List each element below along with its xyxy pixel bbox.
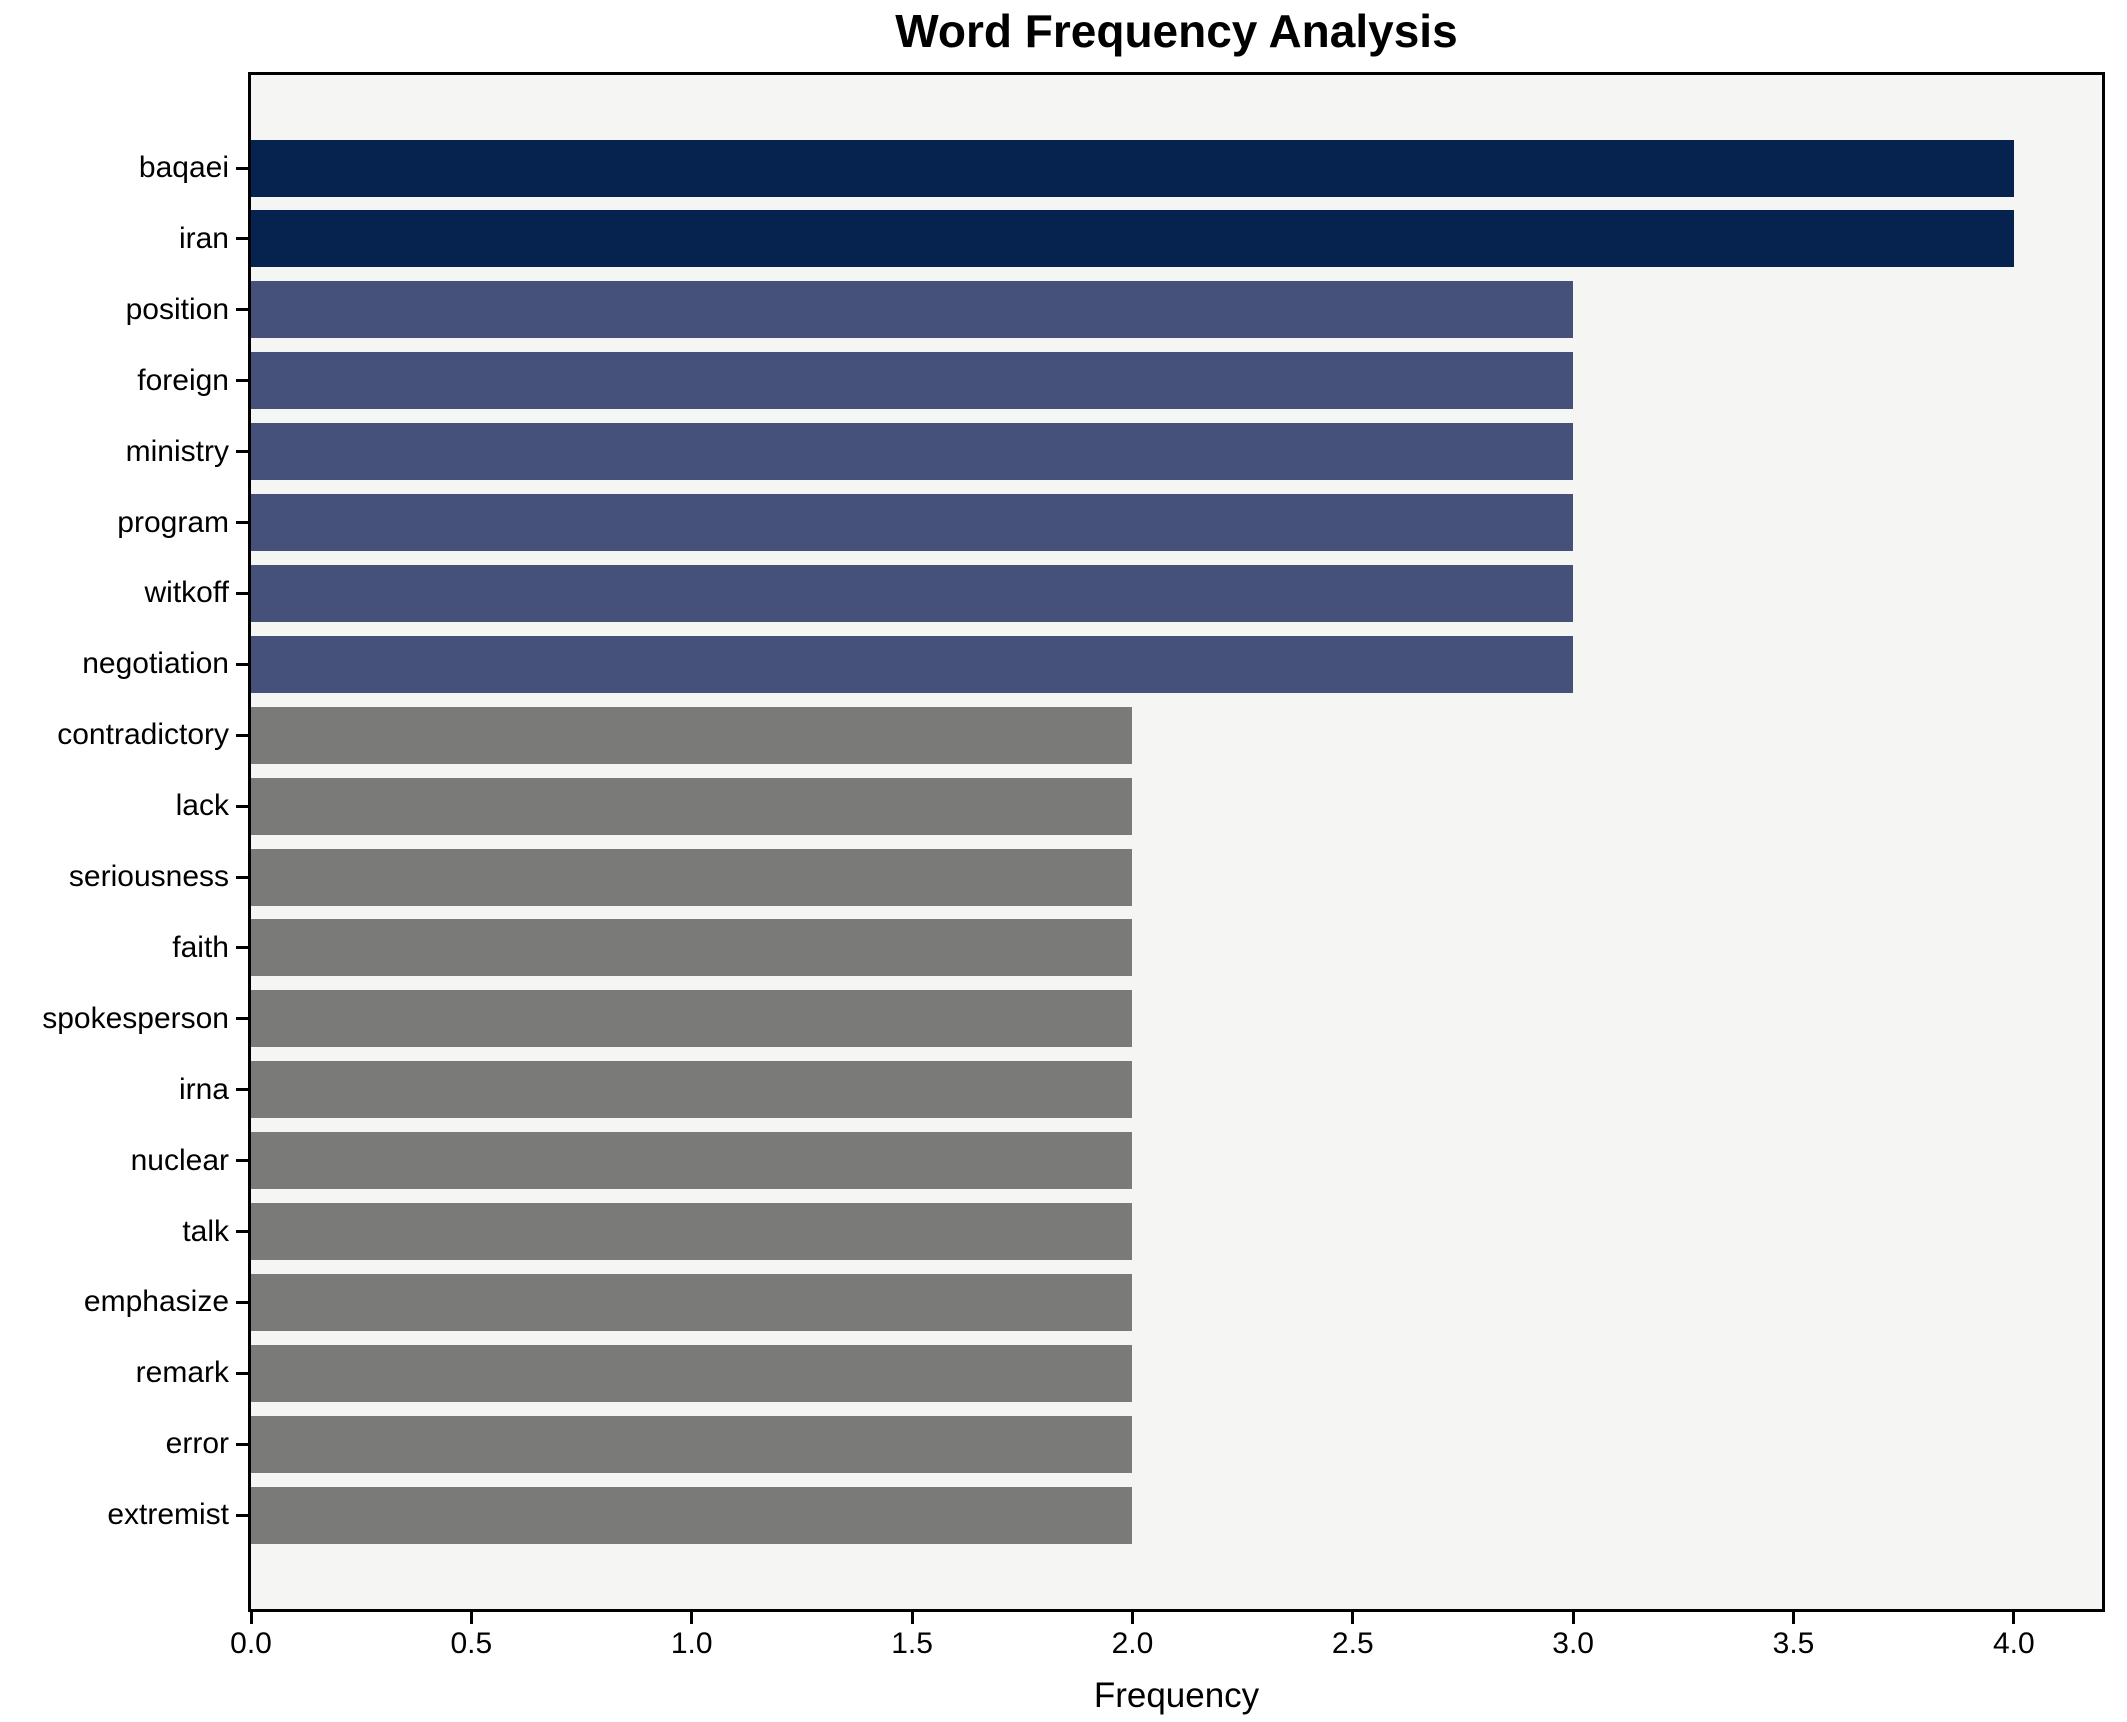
y-tick-mark — [236, 166, 248, 170]
y-tick-label-ministry: ministry — [125, 434, 229, 468]
x-tick-label-1.5: 1.5 — [891, 1627, 933, 1660]
y-tick-mark — [236, 591, 248, 595]
y-tick-mark — [236, 308, 248, 312]
y-tick-mark — [236, 1513, 248, 1517]
bar-extremist — [251, 1486, 1133, 1544]
x-tick-mark — [249, 1612, 253, 1624]
x-tick-label-3.0: 3.0 — [1552, 1627, 1594, 1660]
x-tick-label-2.5: 2.5 — [1331, 1627, 1374, 1660]
y-tick-mark — [236, 521, 248, 524]
y-tick-label-negotiation: negotiation — [82, 647, 229, 681]
bar-talk — [251, 1203, 1133, 1260]
y-tick-mark — [236, 1088, 248, 1092]
x-tick-mark — [1130, 1612, 1134, 1624]
y-tick-label-contradictory: contradictory — [57, 718, 229, 752]
bar-baqaei — [251, 139, 2014, 197]
y-tick-label-talk: talk — [182, 1214, 229, 1248]
bar-contradictory — [251, 706, 1133, 764]
x-tick-mark — [2012, 1612, 2016, 1624]
x-tick-label-2.0: 2.0 — [1111, 1627, 1154, 1660]
y-tick-label-error: error — [165, 1427, 229, 1461]
x-tick-mark — [1792, 1612, 1795, 1624]
y-tick-mark — [236, 1230, 248, 1233]
y-tick-label-baqaei: baqaei — [138, 151, 229, 184]
y-tick-mark — [236, 1300, 248, 1304]
bar-emphasize — [251, 1273, 1133, 1331]
x-tick-mark — [1571, 1612, 1575, 1624]
y-tick-label-spokesperson: spokesperson — [42, 1001, 229, 1035]
y-tick-mark — [236, 662, 248, 666]
y-tick-label-seriousness: seriousness — [68, 860, 229, 893]
y-tick-label-iran: iran — [178, 221, 229, 255]
y-tick-mark — [236, 450, 248, 454]
x-axis-title: Frequency — [1093, 1676, 1260, 1715]
chart-title: Word Frequency Analysis — [895, 5, 1458, 57]
y-tick-mark — [236, 946, 248, 950]
y-tick-mark — [236, 875, 248, 879]
y-tick-label-position: position — [125, 292, 229, 326]
y-tick-label-program: program — [117, 505, 229, 539]
bar-witkoff — [251, 564, 1574, 622]
y-tick-label-irna: irna — [178, 1072, 229, 1106]
bar-remark — [251, 1344, 1133, 1402]
bar-negotiation — [251, 635, 1574, 693]
y-tick-mark — [236, 1159, 248, 1163]
y-tick-label-extremist: extremist — [107, 1498, 229, 1532]
bar-program — [251, 494, 1574, 551]
bar-irna — [251, 1061, 1133, 1119]
bar-ministry — [251, 423, 1574, 481]
y-tick-mark — [236, 379, 248, 383]
x-tick-label-3.5: 3.5 — [1772, 1627, 1815, 1660]
y-tick-mark — [236, 1442, 248, 1446]
y-tick-label-nuclear: nuclear — [130, 1143, 229, 1177]
x-tick-label-4.0: 4.0 — [1992, 1627, 2035, 1660]
x-tick-label-0.0: 0.0 — [230, 1627, 272, 1660]
bar-error — [251, 1415, 1133, 1473]
y-tick-mark — [236, 237, 248, 241]
bar-seriousness — [251, 848, 1133, 906]
plot-area: baqaei iran position foreign ministry program… — [42, 72, 2105, 1660]
y-tick-label-faith: faith — [172, 930, 229, 964]
x-tick-mark — [690, 1612, 694, 1624]
x-tick-label-1.0: 1.0 — [670, 1627, 713, 1660]
y-tick-mark — [236, 804, 248, 808]
y-tick-mark — [236, 733, 248, 737]
bar-spokesperson — [251, 990, 1133, 1048]
bar-nuclear — [251, 1132, 1133, 1190]
y-tick-mark — [236, 1017, 248, 1021]
y-tick-label-emphasize: emphasize — [83, 1285, 229, 1319]
y-tick-label-witkoff: witkoff — [144, 576, 229, 610]
bar-iran — [251, 210, 2014, 268]
y-tick-mark — [236, 1371, 248, 1375]
bar-position — [251, 281, 1574, 339]
bar-lack — [251, 777, 1133, 835]
x-tick-mark — [910, 1612, 914, 1624]
bar-foreign — [251, 352, 1574, 410]
y-tick-label-remark: remark — [135, 1356, 229, 1390]
x-tick-mark — [469, 1612, 473, 1624]
y-tick-label-lack: lack — [175, 789, 229, 823]
bar-faith — [251, 919, 1133, 977]
x-tick-label-0.5: 0.5 — [450, 1627, 493, 1660]
y-tick-label-foreign: foreign — [137, 363, 229, 397]
x-tick-mark — [1351, 1612, 1355, 1624]
